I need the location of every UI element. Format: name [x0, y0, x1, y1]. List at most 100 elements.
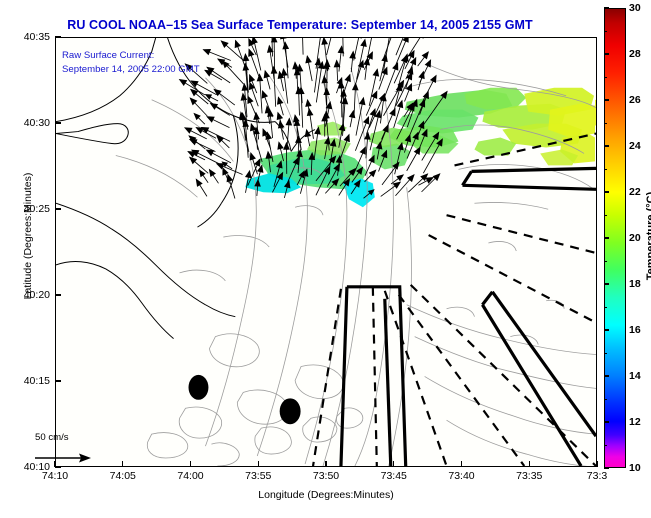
current-vector-head	[295, 134, 302, 143]
current-vector-head	[366, 51, 373, 60]
current-vector-head	[283, 179, 291, 189]
current-vector-head	[406, 102, 414, 111]
colorbar-minor-tick	[604, 260, 607, 262]
colorbar-minor-tick	[604, 76, 607, 78]
current-vector-head	[226, 173, 234, 183]
current-vector-head	[305, 98, 312, 107]
colorbar-tick-mark	[604, 53, 609, 55]
current-vector	[302, 38, 304, 55]
current-vector-head	[380, 149, 388, 159]
colorbar-title: Temperature (°C)	[645, 191, 651, 281]
current-vector-head	[200, 127, 210, 134]
current-vector-head	[402, 38, 409, 43]
x-tick-mark	[596, 461, 598, 467]
current-vector-head	[342, 178, 351, 187]
current-vector-head	[254, 158, 261, 167]
colorbar-tick-mark	[604, 283, 609, 285]
colorbar-tick-label: 22	[629, 186, 641, 198]
x-tick-label: 73:40	[448, 470, 475, 482]
current-vector-head	[392, 181, 402, 189]
current-vector-head	[189, 88, 199, 97]
current-vector-head	[440, 90, 448, 100]
current-vector-head	[215, 163, 225, 170]
current-vector	[382, 38, 392, 61]
current-vector-head	[409, 56, 417, 66]
current-vector-head	[424, 59, 432, 68]
current-vector-head	[355, 166, 364, 175]
current-vector-head	[363, 57, 371, 66]
page-title: RU COOL NOAA–15 Sea Surface Temperature:…	[67, 18, 533, 32]
current-vector-head	[406, 66, 414, 75]
x-tick-mark	[54, 461, 56, 467]
current-vector-head	[189, 97, 198, 106]
current-vector-head	[338, 80, 345, 89]
current-vector-head	[411, 98, 418, 108]
x-axis-title: Longitude (Degrees:Minutes)	[258, 489, 394, 501]
current-vector-head	[261, 90, 269, 99]
current-vector-head	[198, 169, 206, 178]
current-vector	[342, 38, 344, 57]
current-vector-head	[351, 82, 359, 91]
colorbar-tick-label: 14	[629, 370, 641, 382]
current-vector-head	[282, 41, 290, 50]
current-vector-head	[418, 70, 425, 80]
current-vector-head	[364, 131, 371, 140]
current-vector-head	[421, 128, 428, 138]
colorbar-tick-mark	[604, 375, 609, 377]
current-vector-head	[276, 171, 284, 181]
current-vector-head	[396, 174, 405, 182]
current-vector-head	[418, 120, 425, 130]
current-vector-head	[242, 62, 250, 71]
current-vector-head	[202, 49, 212, 56]
map-plot-area[interactable]	[55, 37, 597, 467]
current-vector-head	[397, 141, 404, 151]
current-vector-head	[247, 95, 254, 104]
current-vector-head	[190, 149, 200, 157]
y-tick-label: 40:30	[23, 117, 50, 129]
y-tick-mark	[55, 122, 61, 124]
current-vector-head	[363, 116, 370, 125]
current-vector-head	[293, 67, 301, 76]
y-tick-mark	[55, 294, 61, 296]
current-vector-head	[331, 178, 340, 187]
current-vector-head	[324, 136, 331, 145]
current-vector-head	[283, 141, 290, 150]
y-tick-label: 40:20	[23, 289, 50, 301]
current-vector-head	[216, 135, 225, 144]
current-vector-head	[367, 189, 375, 196]
x-tick-mark	[257, 461, 259, 467]
current-vector-head	[248, 73, 256, 83]
current-vector-head	[406, 174, 415, 183]
current-annotation: Raw Surface Current: September 14, 2005 …	[62, 49, 200, 76]
current-vector-head	[213, 88, 222, 97]
current-vector-head	[372, 68, 380, 77]
current-vector-head	[187, 151, 196, 158]
current-vector-head	[323, 87, 331, 95]
current-vector-head	[292, 114, 300, 123]
current-vector-head	[405, 82, 413, 92]
current-vector	[315, 61, 323, 103]
current-vector-head	[317, 60, 325, 70]
station-markers[interactable]	[188, 374, 301, 425]
current-vector	[407, 38, 421, 58]
current-vector-head	[344, 73, 351, 83]
dashed-radials	[311, 132, 596, 466]
current-vector-head	[292, 61, 299, 70]
current-vector-head	[374, 109, 382, 119]
current-vector-head	[321, 38, 328, 45]
current-vector-head	[248, 48, 255, 57]
y-tick-label: 40:10	[23, 461, 50, 473]
current-vector-head	[305, 55, 312, 64]
colorbar-tick-label: 12	[629, 416, 641, 428]
current-vector-head	[280, 67, 288, 77]
current-vector-head	[285, 117, 293, 126]
current-vector-head	[248, 38, 255, 47]
current-vector	[367, 38, 372, 59]
station-marker-east	[279, 398, 301, 425]
current-vector-head	[208, 168, 216, 178]
bathymetry-contours	[115, 63, 596, 466]
current-vector-head	[292, 156, 299, 166]
current-vector-head	[222, 166, 229, 176]
current-vector-head	[306, 107, 314, 117]
current-vector-head	[404, 133, 412, 143]
